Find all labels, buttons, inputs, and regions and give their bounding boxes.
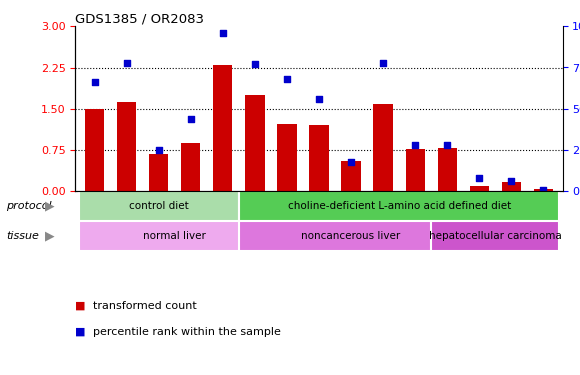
Text: control diet: control diet (129, 201, 188, 211)
Bar (277, 124, 296, 191)
Bar (117, 102, 136, 191)
Text: GDS1385 / OR2083: GDS1385 / OR2083 (75, 12, 204, 25)
Bar (502, 182, 521, 191)
Point (314, 96, 324, 102)
Bar (374, 104, 393, 191)
Text: transformed count: transformed count (93, 301, 197, 310)
Text: normal liver: normal liver (143, 231, 206, 241)
Text: ▶: ▶ (45, 200, 54, 213)
Text: choline-deficient L-amino acid defined diet: choline-deficient L-amino acid defined d… (288, 201, 511, 211)
Point (507, 178, 516, 184)
Point (346, 159, 356, 165)
Text: noncancerous liver: noncancerous liver (302, 231, 401, 241)
Text: tissue: tissue (6, 231, 39, 241)
Bar (470, 186, 489, 191)
Bar (437, 148, 457, 191)
Bar (213, 65, 233, 191)
Bar (239, 191, 559, 221)
Point (186, 116, 195, 122)
Point (218, 30, 227, 36)
Text: ■: ■ (75, 301, 89, 310)
Point (122, 60, 131, 66)
Bar (85, 109, 104, 191)
Text: hepatocellular carcinoma: hepatocellular carcinoma (429, 231, 561, 241)
Bar (342, 161, 361, 191)
Bar (79, 191, 239, 221)
Text: ■: ■ (75, 327, 89, 337)
Point (250, 61, 259, 67)
Point (539, 187, 548, 193)
Bar (79, 221, 271, 251)
Bar (181, 143, 201, 191)
Point (474, 175, 484, 181)
Bar (534, 189, 553, 191)
Bar (245, 95, 264, 191)
Point (90, 80, 99, 86)
Bar (75, 26, 563, 191)
Text: percentile rank within the sample: percentile rank within the sample (93, 327, 281, 337)
Bar (309, 125, 329, 191)
Point (443, 142, 452, 148)
Point (411, 142, 420, 148)
Text: ▶: ▶ (45, 230, 54, 243)
Bar (149, 154, 168, 191)
Bar (431, 221, 559, 251)
Bar (239, 221, 463, 251)
Point (379, 60, 388, 66)
Point (282, 76, 292, 82)
Text: protocol: protocol (6, 201, 52, 211)
Point (154, 147, 164, 153)
Bar (405, 149, 425, 191)
